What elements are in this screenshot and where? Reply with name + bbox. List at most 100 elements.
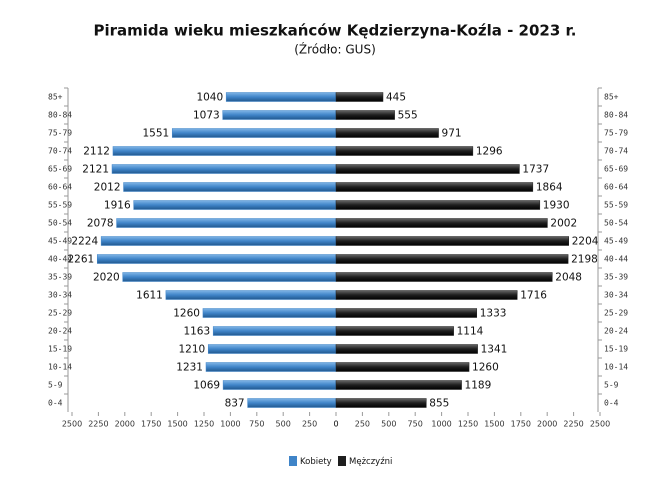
x-tick-label: 1500: [484, 420, 504, 429]
x-tick-label: 1250: [458, 420, 478, 429]
value-label: 2198: [571, 254, 598, 266]
value-label: 1260: [173, 308, 200, 320]
bar: [222, 380, 337, 390]
bar: [171, 128, 337, 138]
value-label: 2020: [93, 272, 120, 284]
x-tick-label: 750: [408, 420, 423, 429]
value-label: 1073: [193, 110, 220, 122]
y-tick-label: 45-49: [48, 237, 72, 246]
y-tick-label: 0-4: [48, 399, 63, 408]
y-tick-label: 35-39: [604, 273, 628, 282]
value-label: 1069: [193, 380, 220, 392]
bar: [335, 92, 384, 102]
bar: [335, 254, 569, 264]
bar: [116, 218, 337, 228]
value-label: 2002: [550, 218, 577, 230]
value-label: 2078: [87, 218, 114, 230]
legend-label: Mężczyźni: [349, 457, 392, 467]
bar: [247, 398, 337, 408]
value-label: 1341: [481, 344, 508, 356]
value-label: 1296: [476, 146, 503, 158]
y-tick-label: 75-79: [604, 129, 628, 138]
value-label: 2012: [94, 182, 121, 194]
value-label: 1737: [522, 164, 549, 176]
value-label: 1864: [536, 182, 563, 194]
y-tick-label: 35-39: [48, 273, 72, 282]
value-label: 1916: [104, 200, 131, 212]
bar: [335, 236, 569, 246]
legend-swatch: [338, 456, 346, 466]
bar: [335, 290, 518, 300]
y-tick-label: 40-44: [604, 255, 628, 264]
value-label: 2112: [83, 146, 110, 158]
bar: [96, 254, 337, 264]
x-tick-label: 2500: [62, 420, 82, 429]
bar: [100, 236, 337, 246]
bar: [335, 164, 520, 174]
y-tick-label: 15-19: [604, 345, 628, 354]
bar: [123, 182, 337, 192]
bar: [335, 182, 534, 192]
bar: [335, 344, 478, 354]
value-label: 855: [429, 398, 449, 410]
value-label: 1210: [178, 344, 205, 356]
x-tick-label: 2250: [563, 420, 583, 429]
bar: [335, 326, 454, 336]
y-tick-label: 50-54: [48, 219, 72, 228]
value-label: 2048: [555, 272, 582, 284]
bar: [205, 362, 337, 372]
x-tick-label: 0: [333, 420, 338, 429]
y-tick-label: 75-79: [48, 129, 72, 138]
bar: [222, 110, 337, 120]
x-tick-label: 2500: [590, 420, 610, 429]
y-tick-label: 25-29: [48, 309, 72, 318]
chart-title: Piramida wieku mieszkańców Kędzierzyna-K…: [94, 22, 577, 40]
value-label: 1260: [472, 362, 499, 374]
value-label: 2204: [572, 236, 599, 248]
y-tick-label: 10-14: [48, 363, 72, 372]
y-tick-label: 70-74: [604, 147, 628, 156]
y-tick-label: 10-14: [604, 363, 628, 372]
bar: [335, 272, 553, 282]
y-tick-label: 65-69: [48, 165, 72, 174]
bar: [202, 308, 337, 318]
y-tick-label: 15-19: [48, 345, 72, 354]
bar: [335, 398, 427, 408]
bar: [335, 200, 541, 210]
bar: [133, 200, 337, 210]
bar: [111, 164, 337, 174]
y-tick-label: 40-44: [48, 255, 72, 264]
x-tick-label: 2000: [537, 420, 557, 429]
bar: [122, 272, 337, 282]
y-tick-label: 70-74: [48, 147, 72, 156]
value-label: 837: [225, 398, 245, 410]
legend-label: Kobiety: [300, 457, 332, 467]
bar: [212, 326, 337, 336]
y-tick-label: 50-54: [604, 219, 628, 228]
y-tick-label: 5-9: [604, 381, 619, 390]
bar: [335, 308, 478, 318]
value-label: 1163: [183, 326, 210, 338]
bar: [335, 362, 470, 372]
y-tick-label: 65-69: [604, 165, 628, 174]
x-tick-label: 1750: [511, 420, 531, 429]
x-tick-label: 250: [302, 420, 317, 429]
x-tick-label: 500: [276, 420, 291, 429]
y-tick-label: 25-29: [604, 309, 628, 318]
value-label: 1231: [176, 362, 203, 374]
y-tick-label: 20-24: [48, 327, 72, 336]
x-tick-label: 1750: [141, 420, 161, 429]
x-tick-label: 250: [355, 420, 370, 429]
x-tick-label: 1000: [431, 420, 451, 429]
y-tick-label: 60-64: [604, 183, 628, 192]
value-label: 971: [442, 128, 462, 140]
bar: [112, 146, 337, 156]
y-tick-label: 80-84: [48, 111, 72, 120]
value-label: 1333: [480, 308, 507, 320]
value-label: 445: [386, 92, 406, 104]
value-label: 2261: [68, 254, 95, 266]
x-tick-label: 2000: [115, 420, 135, 429]
value-label: 1189: [465, 380, 492, 392]
y-tick-label: 20-24: [604, 327, 628, 336]
x-tick-label: 1250: [194, 420, 214, 429]
